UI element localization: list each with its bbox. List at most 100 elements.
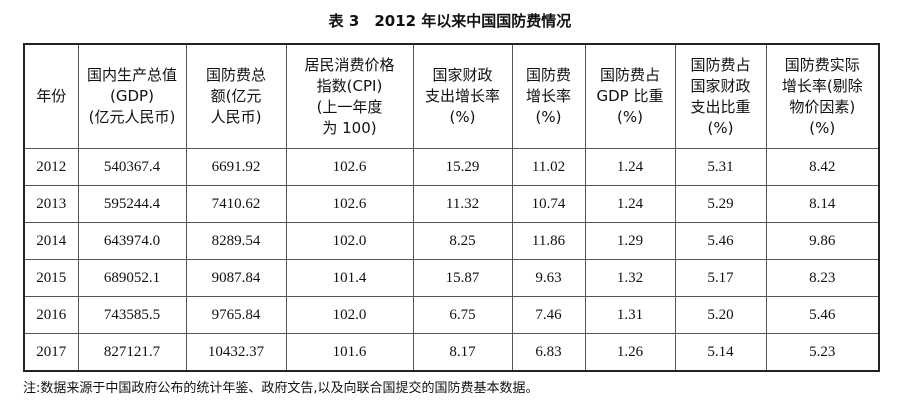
column-header-line: 支出增长率 <box>424 87 500 105</box>
column-header-line: (%) <box>707 118 734 137</box>
column-header: 居民消费价格 指数(CPI) (上一年度为 100) <box>285 43 414 149</box>
column-header-line: 额(亿元 <box>210 87 262 105</box>
column-header-line: 国内生产总值 <box>86 66 177 84</box>
defense-expenditure-table: 年份 国内生产总值 (GDP) (亿元人民币) 国防费总 额(亿元 人民币) 居民消费价格 指数… <box>23 43 880 372</box>
value-cell: 8.25 <box>412 222 513 260</box>
table-row: 2013 595244.4 7410.62 102.6 11.32 10.74 1.24 5.… <box>23 185 880 223</box>
value-cell: 827121.7 <box>77 333 187 372</box>
value-cell: 5.20 <box>674 296 767 334</box>
column-header-line: 支出比重 <box>690 97 751 116</box>
year-cell: 2015 <box>23 259 79 297</box>
year-cell: 2013 <box>23 185 79 223</box>
value-cell: 102.0 <box>285 296 414 334</box>
table-row: 2012 540367.4 6691.92 102.6 15.29 11.02 1.24 5.… <box>23 148 880 186</box>
value-cell: 5.23 <box>765 333 880 372</box>
table-row: 2015 689052.1 9087.84 101.4 15.87 9.63 1.32 5.1… <box>23 259 880 297</box>
value-cell: 15.87 <box>412 259 513 297</box>
value-cell: 8289.54 <box>185 222 287 260</box>
value-cell: 8.42 <box>765 148 880 186</box>
table-row: 2016 743585.5 9765.84 102.0 6.75 7.46 1.31 5.20… <box>23 296 880 334</box>
value-cell: 643974.0 <box>77 222 187 260</box>
column-header-line: 物价因素) <box>789 97 856 116</box>
column-header: 国内生产总值 (GDP) (亿元人民币) <box>77 43 187 149</box>
value-cell: 10.74 <box>511 185 586 223</box>
column-header-line: 年份 <box>36 87 67 105</box>
year-cell: 2016 <box>23 296 79 334</box>
column-header-line: 居民消费价格 <box>304 55 395 74</box>
column-header: 国防费实际增长率(剔除 物价因素) (%) <box>765 43 880 149</box>
value-cell: 540367.4 <box>77 148 187 186</box>
value-cell: 5.14 <box>674 333 767 372</box>
value-cell: 9765.84 <box>185 296 287 334</box>
column-header-line: 国防费总 <box>205 66 266 84</box>
column-header-line: 国防费 <box>525 66 571 84</box>
value-cell: 102.6 <box>285 185 414 223</box>
value-cell: 1.24 <box>584 185 676 223</box>
column-header: 国家财政支出增长率 (%) <box>412 43 513 149</box>
value-cell: 15.29 <box>412 148 513 186</box>
value-cell: 1.24 <box>584 148 676 186</box>
year-cell: 2012 <box>23 148 79 186</box>
value-cell: 10432.37 <box>185 333 287 372</box>
value-cell: 9.63 <box>511 259 586 297</box>
value-cell: 102.0 <box>285 222 414 260</box>
column-header: 年份 <box>23 43 79 149</box>
column-header-line: 为 100) <box>322 118 377 137</box>
value-cell: 7410.62 <box>185 185 287 223</box>
column-header-line: 增长率(剔除 <box>781 76 863 95</box>
column-header-line: 人民币) <box>210 108 262 126</box>
column-header-line: 国防费占 <box>599 66 660 84</box>
column-header-line: 国家财政 <box>690 76 751 95</box>
value-cell: 595244.4 <box>77 185 187 223</box>
value-cell: 1.26 <box>584 333 676 372</box>
value-cell: 11.32 <box>412 185 513 223</box>
value-cell: 5.46 <box>674 222 767 260</box>
column-header: 国防费占 GDP 比重 (%) <box>584 43 676 149</box>
column-header-line: (%) <box>617 108 643 126</box>
column-header-line: 指数(CPI) <box>316 76 383 95</box>
value-cell: 102.6 <box>285 148 414 186</box>
value-cell: 1.32 <box>584 259 676 297</box>
value-cell: 7.46 <box>511 296 586 334</box>
column-header-line: (亿元人民币) <box>88 108 176 126</box>
value-cell: 5.29 <box>674 185 767 223</box>
header-row: 年份 国内生产总值 (GDP) (亿元人民币) 国防费总 额(亿元 人民币) 居民消费价格 指数… <box>23 43 880 149</box>
value-cell: 11.86 <box>511 222 586 260</box>
value-cell: 6691.92 <box>185 148 287 186</box>
value-cell: 101.4 <box>285 259 414 297</box>
value-cell: 8.23 <box>765 259 880 297</box>
value-cell: 743585.5 <box>77 296 187 334</box>
value-cell: 9087.84 <box>185 259 287 297</box>
value-cell: 5.17 <box>674 259 767 297</box>
column-header-line: (%) <box>449 108 476 126</box>
value-cell: 1.31 <box>584 296 676 334</box>
value-cell: 8.14 <box>765 185 880 223</box>
column-header: 国防费增长率 (%) <box>511 43 586 149</box>
year-cell: 2017 <box>23 333 79 372</box>
year-cell: 2014 <box>23 222 79 260</box>
table-row: 2014 643974.0 8289.54 102.0 8.25 11.86 1.29 5.4… <box>23 222 880 260</box>
column-header-line: 增长率 <box>525 87 571 105</box>
column-header-line: (GDP) <box>110 87 154 105</box>
value-cell: 11.02 <box>511 148 586 186</box>
value-cell: 6.75 <box>412 296 513 334</box>
column-header-line: (%) <box>535 108 562 126</box>
value-cell: 1.29 <box>584 222 676 260</box>
value-cell: 5.31 <box>674 148 767 186</box>
source-note: 注:数据来源于中国政府公布的统计年鉴、政府文告,以及向联合国提交的国防费基本数据… <box>23 381 539 396</box>
column-header-line: (%) <box>809 118 836 137</box>
column-header-line: GDP 比重 <box>596 87 664 105</box>
value-cell: 6.83 <box>511 333 586 372</box>
table-title: 表 3 2012 年以来中国国防费情况 <box>328 12 572 30</box>
table-row: 2017 827121.7 10432.37 101.6 8.17 6.83 1.26 5.1… <box>23 333 880 372</box>
value-cell: 101.6 <box>285 333 414 372</box>
value-cell: 9.86 <box>765 222 880 260</box>
column-header-line: (上一年度 <box>316 97 383 116</box>
column-header: 国防费总额(亿元人民币) <box>185 43 287 149</box>
column-header-line: 国防费实际 <box>784 55 860 74</box>
column-header-line: 国防费占 <box>690 55 751 74</box>
value-cell: 5.46 <box>765 296 880 334</box>
column-header: 国防费占国家财政支出比重 (%) <box>674 43 767 149</box>
column-header-line: 国家财政 <box>432 66 493 84</box>
value-cell: 689052.1 <box>77 259 187 297</box>
